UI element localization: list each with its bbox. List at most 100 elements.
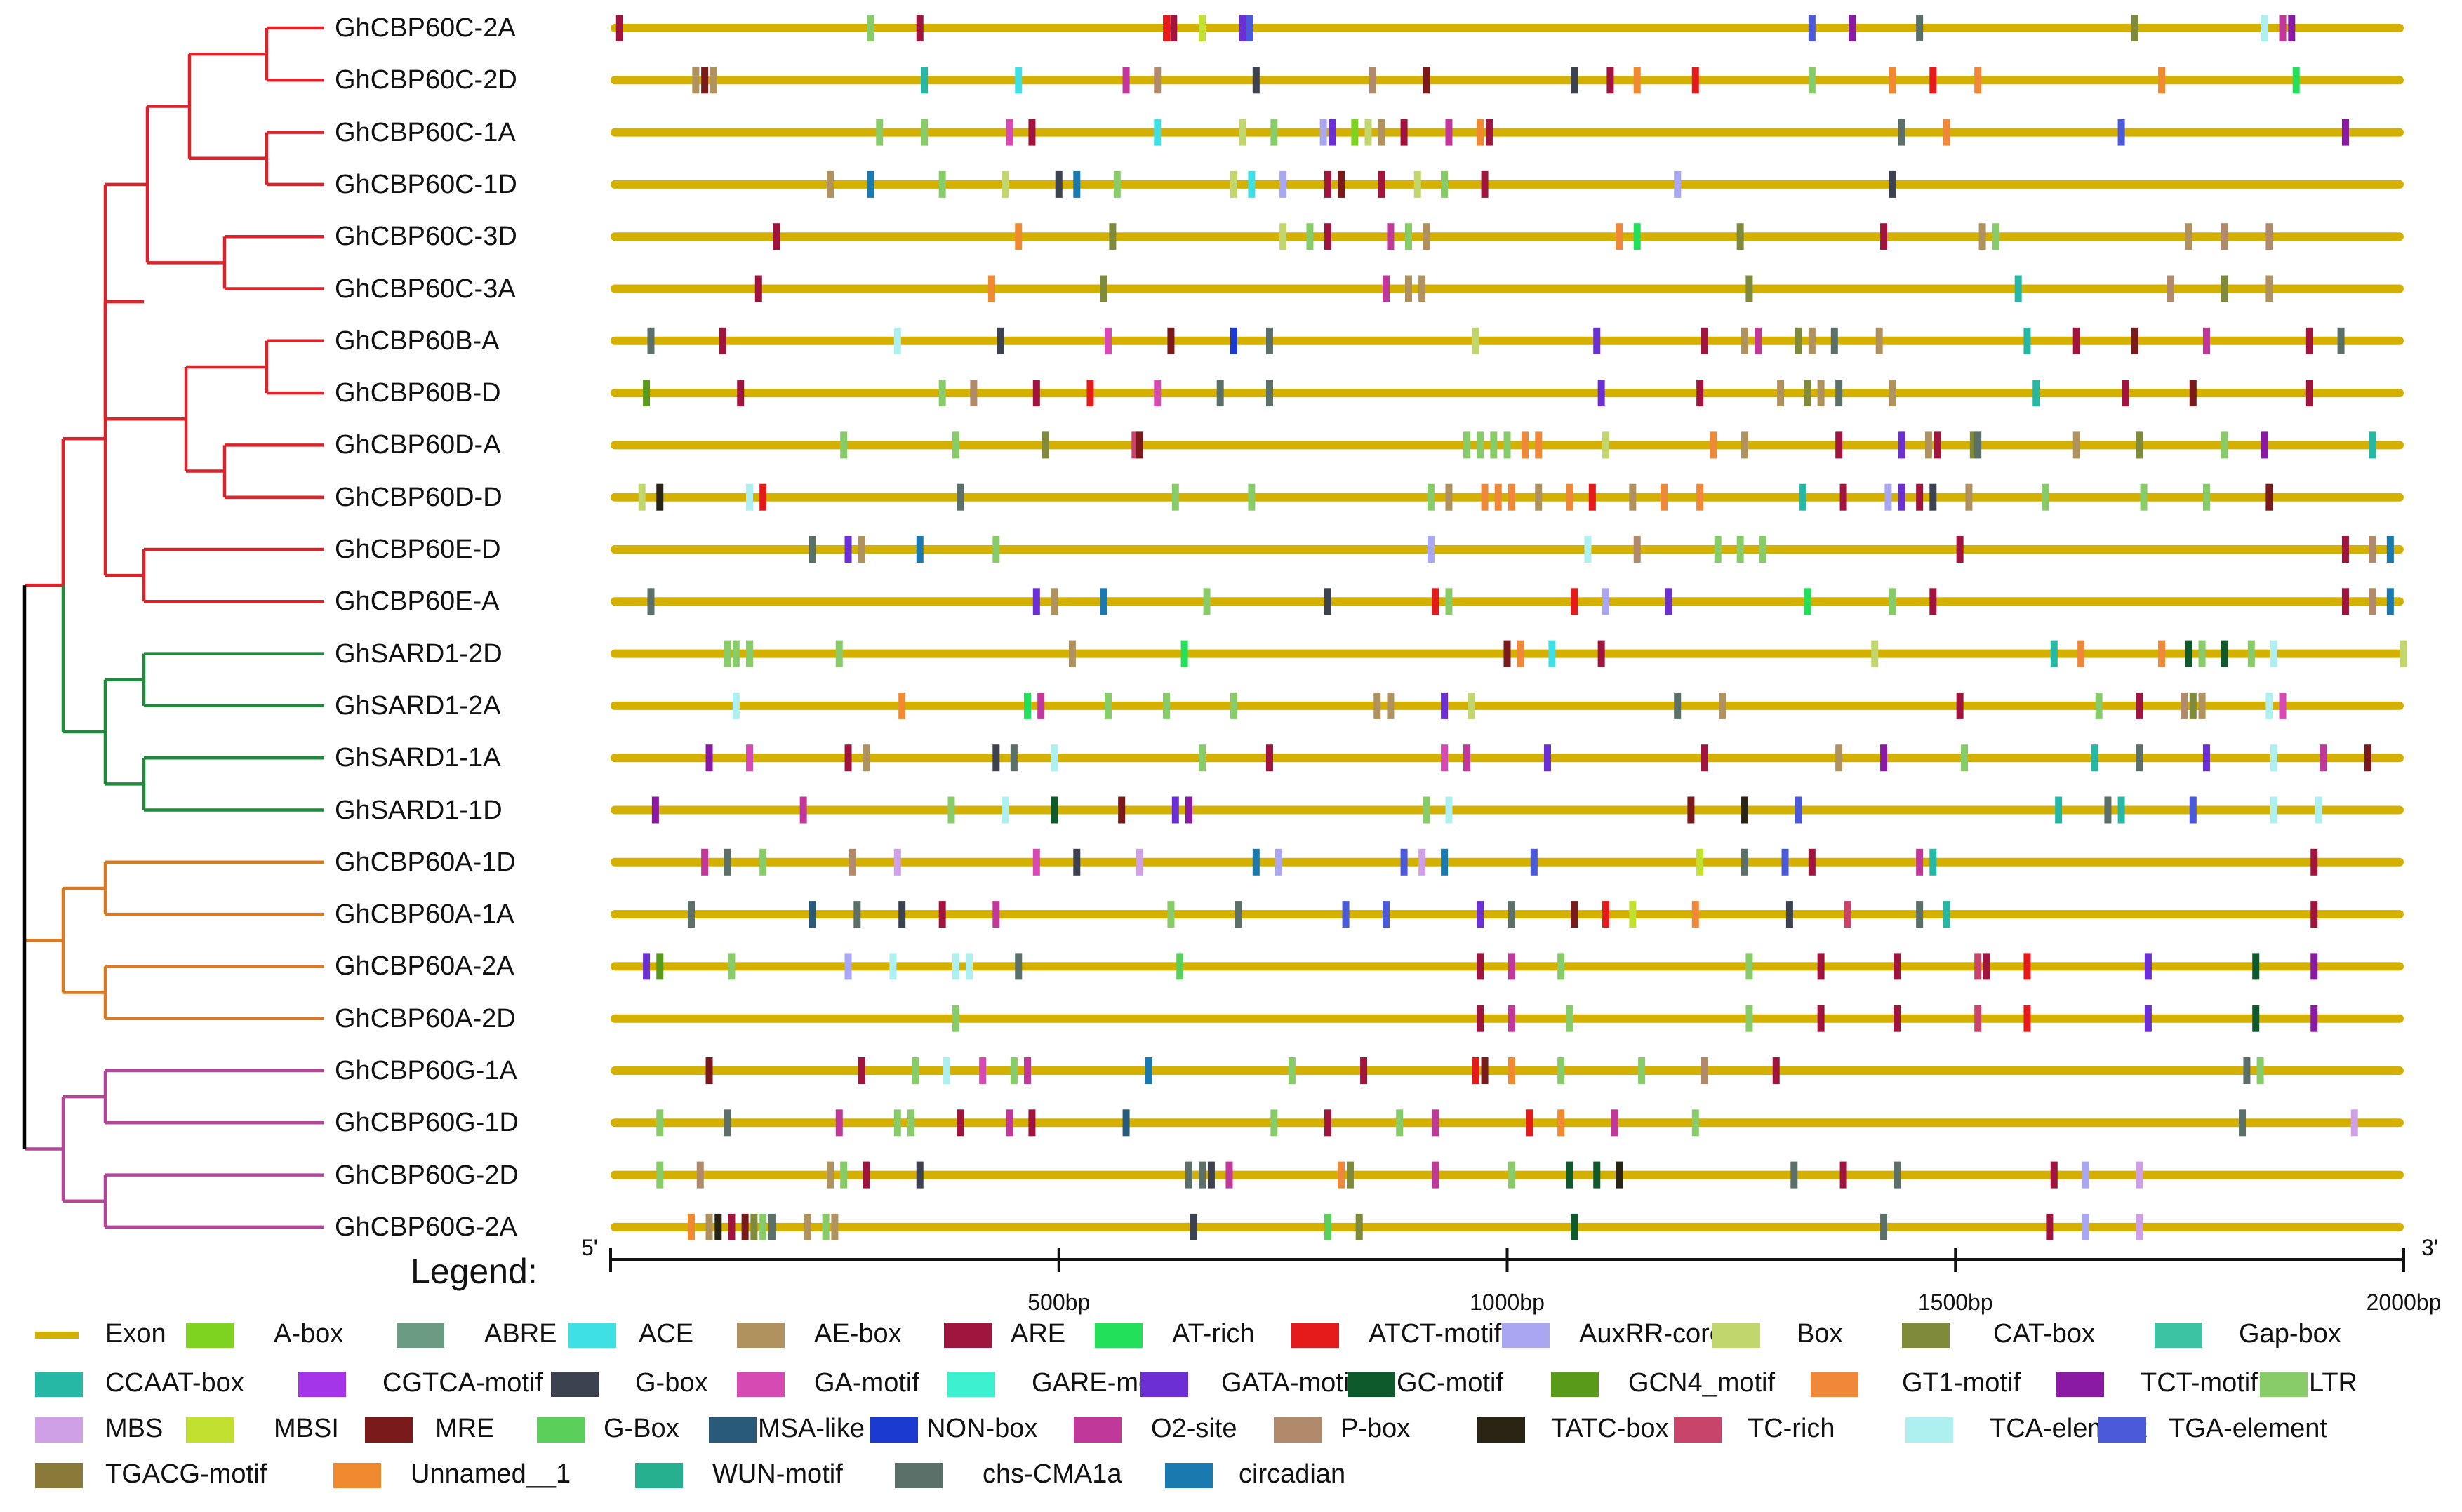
motif-mark: [1849, 15, 1856, 41]
gene-label: GhCBP60A-1A: [335, 899, 514, 930]
motif-mark: [656, 1109, 664, 1137]
motif-mark: [2310, 901, 2318, 928]
motif-mark: [1745, 953, 1753, 980]
motif-mark: [1880, 223, 1888, 250]
motif-mark: [898, 901, 906, 928]
motif-mark: [2341, 588, 2349, 615]
gene-label: GhCBP60C-2D: [335, 65, 517, 95]
motif-mark: [1799, 483, 1807, 511]
exon-bar: [611, 1118, 2404, 1128]
motif-mark: [1616, 223, 1623, 250]
motif-mark: [912, 1057, 919, 1084]
motif-mark: [1100, 275, 1107, 302]
motif-mark: [647, 588, 655, 615]
legend-swatch: [186, 1323, 234, 1348]
legend-swatch: [2098, 1417, 2146, 1443]
motif-mark: [2050, 640, 2058, 667]
legend-label: GCN4_motif: [1628, 1368, 1776, 1398]
motif-mark: [1441, 848, 1449, 876]
motif-mark: [809, 901, 816, 928]
motif-mark: [746, 483, 754, 511]
motif-mark: [952, 953, 959, 980]
motif-mark: [1167, 327, 1175, 354]
legend-swatch: [568, 1323, 616, 1348]
legend-label: MBSI: [274, 1414, 339, 1443]
motif-mark: [916, 15, 924, 41]
motif-mark: [2136, 1213, 2143, 1240]
exon-bar: [611, 962, 2404, 971]
motif-mark: [947, 796, 955, 824]
motif-mark: [1924, 431, 1932, 459]
motif-mark: [687, 1213, 695, 1240]
motif-mark: [1929, 67, 1937, 94]
legend-swatch: [1811, 1372, 1858, 1397]
motif-mark: [728, 1213, 736, 1240]
motif-mark: [1373, 692, 1381, 719]
legend-swatch: [947, 1372, 995, 1397]
motif-mark: [728, 953, 736, 980]
legend-label: TATC-box: [1551, 1414, 1669, 1443]
motif-mark: [1508, 1005, 1515, 1032]
gene-label: GhCBP60D-A: [335, 430, 501, 460]
exon-bar: [611, 597, 2404, 606]
motif-mark: [2243, 1057, 2251, 1084]
motif-mark: [1597, 380, 1605, 407]
motif-mark: [2136, 692, 2143, 719]
legend-label: O2-site: [1151, 1414, 1237, 1443]
legend-swatch: [1140, 1372, 1188, 1397]
motif-mark: [1427, 483, 1435, 511]
motif-mark: [710, 67, 717, 94]
motif-mark: [1755, 327, 1762, 354]
legend-swatch: [1674, 1417, 1722, 1443]
motif-mark: [1185, 1161, 1192, 1189]
motif-mark: [732, 640, 740, 667]
motif-mark: [1633, 536, 1641, 563]
motif-mark: [1894, 1005, 1901, 1032]
motif-mark: [656, 953, 664, 980]
motif-mark: [2252, 953, 2260, 980]
motif-mark: [1306, 223, 1314, 250]
motif-mark: [1691, 1109, 1699, 1137]
motif-mark: [1167, 901, 1175, 928]
motif-mark: [835, 640, 843, 667]
legend-swatch: [35, 1417, 83, 1443]
motif-mark: [1002, 170, 1009, 198]
motif-mark: [1270, 119, 1278, 146]
legend-label: GC-motif: [1397, 1368, 1503, 1398]
motif-mark: [2082, 1161, 2089, 1189]
motif-mark: [1024, 692, 1032, 719]
motif-mark: [1588, 483, 1596, 511]
motif-mark: [1530, 848, 1538, 876]
motif-mark: [1503, 431, 1511, 459]
motif-mark: [1051, 796, 1058, 824]
motif-mark: [1477, 119, 1484, 146]
gene-label: GhCBP60C-2A: [335, 13, 516, 43]
motif-mark: [1324, 1109, 1331, 1137]
motif-mark: [2167, 275, 2174, 302]
motif-mark: [1122, 67, 1130, 94]
tick-label: 2000bp: [2366, 1290, 2442, 1315]
motif-mark: [714, 1213, 722, 1240]
motif-mark: [1602, 901, 1610, 928]
motif-mark: [1239, 15, 1246, 41]
motif-mark: [724, 1109, 731, 1137]
motif-mark: [1629, 483, 1637, 511]
motif-mark: [2256, 1057, 2264, 1084]
motif-mark: [1916, 15, 1924, 41]
motif-mark: [2292, 67, 2300, 94]
motif-mark: [1508, 1057, 1515, 1084]
motif-mark: [2337, 327, 2345, 354]
motif-mark: [1002, 796, 1009, 824]
motif-mark: [1028, 119, 1036, 146]
motif-mark: [1163, 15, 1171, 41]
motif-mark: [2095, 692, 2103, 719]
motif-mark: [705, 1057, 713, 1084]
motif-mark: [1494, 483, 1502, 511]
motif-mark: [2310, 953, 2318, 980]
motif-mark: [2364, 744, 2371, 772]
gene-label: GhCBP60G-1A: [335, 1056, 517, 1085]
motif-mark: [1145, 1057, 1152, 1084]
motif-mark: [754, 275, 762, 302]
motif-mark: [893, 848, 901, 876]
motif-mark: [2261, 15, 2268, 41]
